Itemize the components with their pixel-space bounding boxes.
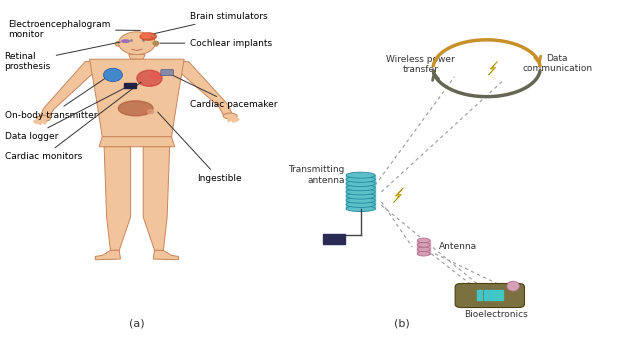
FancyBboxPatch shape [491, 294, 496, 297]
Ellipse shape [137, 107, 151, 113]
Ellipse shape [346, 206, 375, 212]
Ellipse shape [118, 32, 155, 55]
FancyBboxPatch shape [484, 294, 489, 297]
Text: (b): (b) [394, 319, 410, 329]
Ellipse shape [153, 41, 159, 45]
Ellipse shape [223, 113, 237, 119]
FancyBboxPatch shape [477, 298, 482, 300]
Ellipse shape [137, 70, 162, 86]
Ellipse shape [153, 41, 158, 46]
Ellipse shape [417, 243, 430, 247]
Ellipse shape [346, 197, 375, 203]
Text: Data logger: Data logger [4, 87, 127, 141]
FancyBboxPatch shape [498, 294, 503, 297]
FancyBboxPatch shape [323, 234, 345, 244]
FancyBboxPatch shape [484, 298, 489, 300]
Ellipse shape [141, 34, 151, 38]
Polygon shape [143, 147, 170, 250]
Text: Wireless power
transfer: Wireless power transfer [386, 55, 455, 74]
FancyBboxPatch shape [477, 290, 482, 293]
Polygon shape [417, 240, 430, 254]
Ellipse shape [507, 281, 520, 291]
Ellipse shape [346, 189, 375, 195]
Text: Electroencephalogram
monitor: Electroencephalogram monitor [8, 20, 141, 39]
Ellipse shape [346, 172, 375, 178]
Ellipse shape [417, 247, 430, 252]
FancyBboxPatch shape [484, 290, 489, 293]
Ellipse shape [150, 73, 161, 79]
Polygon shape [96, 250, 120, 260]
FancyBboxPatch shape [498, 290, 503, 293]
Ellipse shape [346, 185, 375, 191]
Text: Antenna: Antenna [439, 242, 477, 251]
Ellipse shape [122, 40, 129, 42]
Ellipse shape [417, 251, 430, 256]
FancyBboxPatch shape [477, 294, 482, 297]
Polygon shape [172, 62, 233, 116]
Polygon shape [394, 188, 403, 203]
FancyBboxPatch shape [455, 283, 525, 308]
Text: Brain stimulators: Brain stimulators [153, 12, 268, 34]
Polygon shape [346, 175, 375, 209]
Polygon shape [90, 59, 184, 137]
Text: Cardiac pacemaker: Cardiac pacemaker [171, 74, 278, 110]
Polygon shape [104, 147, 130, 250]
Polygon shape [489, 62, 498, 75]
Ellipse shape [346, 193, 375, 199]
Text: Data
communication: Data communication [522, 54, 592, 73]
Text: Cochlear implants: Cochlear implants [160, 39, 273, 48]
FancyBboxPatch shape [498, 298, 503, 300]
Text: Transmitting
antenna: Transmitting antenna [289, 165, 345, 185]
FancyBboxPatch shape [161, 69, 173, 75]
Polygon shape [153, 250, 179, 260]
FancyBboxPatch shape [124, 83, 135, 88]
Ellipse shape [346, 176, 375, 182]
Polygon shape [128, 55, 145, 59]
Text: Ingestible: Ingestible [158, 112, 241, 183]
Ellipse shape [140, 33, 156, 40]
Ellipse shape [103, 68, 122, 82]
Ellipse shape [115, 41, 120, 46]
Ellipse shape [37, 115, 51, 121]
Polygon shape [99, 137, 175, 147]
Ellipse shape [346, 202, 375, 208]
Ellipse shape [346, 181, 375, 187]
Text: On-body transmitter: On-body transmitter [4, 75, 110, 120]
Text: (a): (a) [129, 319, 145, 329]
Text: Bioelectronics: Bioelectronics [464, 310, 528, 318]
FancyBboxPatch shape [491, 290, 496, 293]
Text: Cardiac monitors: Cardiac monitors [4, 82, 141, 161]
FancyBboxPatch shape [491, 298, 496, 300]
Ellipse shape [417, 238, 430, 243]
Ellipse shape [118, 101, 153, 116]
Ellipse shape [147, 110, 154, 114]
Text: Retinal
prosthesis: Retinal prosthesis [4, 42, 120, 71]
Polygon shape [39, 62, 102, 119]
